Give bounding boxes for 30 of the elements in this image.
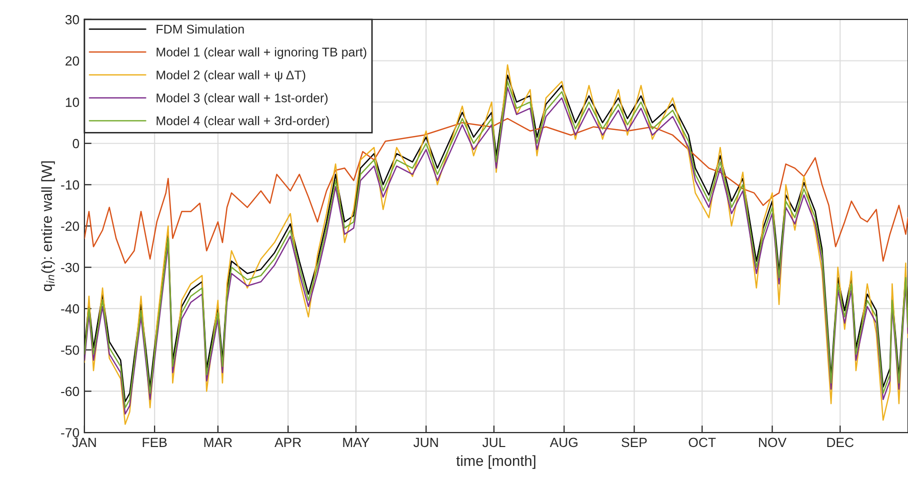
x-tick-label: OCT — [688, 438, 716, 448]
x-tick-label: DEC — [827, 438, 854, 448]
y-tick-label: -50 — [61, 345, 80, 355]
x-tick-label: MAY — [343, 438, 370, 447]
y-tick-label: -40 — [61, 304, 80, 314]
y-tick-label: -20 — [61, 222, 80, 231]
x-tick-label: MAR — [204, 438, 232, 447]
x-tick-label: FEB — [142, 438, 167, 447]
x-tick-label: NOV — [759, 438, 786, 448]
x-tick-label: JAN — [72, 438, 96, 448]
y-tick-label: -60 — [61, 386, 80, 396]
legend-label: FDM Simulation — [156, 24, 244, 34]
legend-label: Model 2 (clear wall + ψ ΔT) — [156, 70, 306, 82]
x-tick-label: JUN — [413, 438, 438, 448]
x-tick-label: JUL — [482, 438, 506, 448]
legend-label: Model 3 (clear wall + 1st-order) — [156, 93, 328, 105]
x-axis-title: time [month] — [456, 455, 536, 469]
y-tick-label: 30 — [65, 15, 80, 24]
legend-label: Model 4 (clear wall + 3rd-order) — [156, 116, 329, 128]
y-tick-label: 20 — [66, 56, 80, 66]
x-tick-label: APR — [274, 438, 302, 447]
legend-label: Model 1 (clear wall + ignoring TB part) — [156, 47, 366, 59]
y-tick-label: -10 — [61, 180, 80, 190]
y-tick-label: 10 — [66, 98, 80, 107]
x-tick-label: SEP — [622, 438, 647, 448]
y-axis-title: q$_{in}$(t): entire wall [W] — [41, 161, 55, 292]
y-tick-label: 0 — [72, 138, 80, 148]
y-tick-label: -70 — [61, 428, 80, 438]
x-tick-label: AUG — [550, 438, 578, 448]
y-tick-label: -30 — [61, 262, 80, 272]
